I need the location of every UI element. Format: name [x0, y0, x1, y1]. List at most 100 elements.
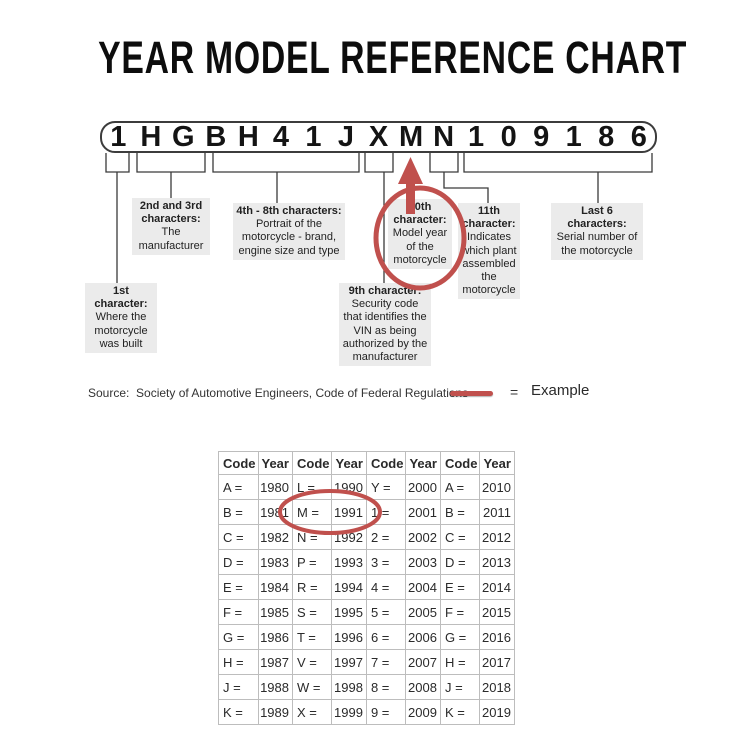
- vin-character: 0: [500, 121, 517, 153]
- vin-character: M: [398, 121, 424, 153]
- callout-heading: 10th character:: [393, 201, 447, 227]
- vin-bar: 1 H G B H 4 1 J X M N 1 0 9 1 8 6: [100, 121, 657, 153]
- year-cell: 2007: [405, 649, 441, 675]
- table-header: Code: [291, 451, 333, 475]
- year-cell: 2013: [479, 549, 515, 575]
- vin-character: B: [205, 121, 227, 153]
- table-row: E = 1984 R = 1994 4 = 2004 E = 2014: [218, 574, 515, 600]
- table-header: Code: [365, 451, 407, 475]
- year-cell: 1990: [331, 474, 367, 500]
- code-cell: B =: [439, 499, 481, 525]
- vin-character: H: [237, 121, 259, 153]
- code-cell: 8 =: [365, 674, 407, 700]
- table-header: Year: [405, 451, 441, 475]
- year-cell: 1984: [257, 574, 293, 600]
- year-cell: 1982: [257, 524, 293, 550]
- callout-11th-character: 11th character: Indicates which plant as…: [458, 203, 520, 300]
- year-cell: 1986: [257, 624, 293, 650]
- callout-2nd-3rd-characters: 2nd and 3rd characters: The manufacturer: [132, 198, 210, 255]
- year-cell: 2019: [479, 699, 515, 725]
- code-cell: 1 =: [365, 499, 407, 525]
- callout-4th-8th-characters: 4th - 8th characters: Portrait of the mo…: [233, 203, 345, 260]
- callout-body: Where the motorcycle was built: [94, 311, 148, 350]
- year-cell: 2002: [405, 524, 441, 550]
- year-cell: 2001: [405, 499, 441, 525]
- code-cell: J =: [218, 674, 259, 700]
- year-cell: 2018: [479, 674, 515, 700]
- vin-character: G: [172, 121, 195, 153]
- table-row: A = 1980 L = 1990 Y = 2000 A = 2010: [218, 474, 515, 500]
- year-cell: 1996: [331, 624, 367, 650]
- year-cell: 1991: [331, 499, 367, 525]
- code-cell: S =: [291, 599, 333, 625]
- year-cell: 2012: [479, 524, 515, 550]
- callout-body: Security code that identifies the VIN as…: [342, 298, 428, 363]
- table-header: Year: [257, 451, 293, 475]
- vin-character: H: [140, 121, 162, 153]
- vin-character: 9: [533, 121, 550, 153]
- table-row: D = 1983 P = 1993 3 = 2003 D = 2013: [218, 549, 515, 575]
- table-row: J = 1988 W = 1998 8 = 2008 J = 2018: [218, 674, 515, 700]
- code-cell: H =: [218, 649, 259, 675]
- code-cell: E =: [218, 574, 259, 600]
- code-cell: 5 =: [365, 599, 407, 625]
- callout-heading: 2nd and 3rd characters:: [139, 200, 203, 226]
- vin-character: X: [368, 121, 389, 153]
- vin-character: J: [337, 121, 355, 153]
- code-cell: K =: [218, 699, 259, 725]
- code-cell: E =: [439, 574, 481, 600]
- year-cell: 1997: [331, 649, 367, 675]
- year-cell: 1994: [331, 574, 367, 600]
- code-cell: 7 =: [365, 649, 407, 675]
- callout-10th-character: 10th character: Model year of the motorc…: [388, 199, 452, 269]
- callout-body: The manufacturer: [138, 226, 204, 252]
- code-cell: G =: [439, 624, 481, 650]
- callout-body: Portrait of the motorcycle - brand, engi…: [238, 218, 340, 257]
- table-row: B = 1981 M = 1991 1 = 2001 B = 2011: [218, 499, 515, 525]
- code-cell: C =: [218, 524, 259, 550]
- year-cell: 2003: [405, 549, 441, 575]
- year-cell: 1989: [257, 699, 293, 725]
- vin-character: 8: [598, 121, 615, 153]
- table-row: H = 1987 V = 1997 7 = 2007 H = 2017: [218, 649, 515, 675]
- year-cell: 2016: [479, 624, 515, 650]
- callout-1st-character: 1st character: Where the motorcycle was …: [85, 283, 157, 353]
- code-cell: G =: [218, 624, 259, 650]
- year-cell: 2015: [479, 599, 515, 625]
- callout-heading: 9th character:: [348, 285, 422, 297]
- code-cell: F =: [439, 599, 481, 625]
- year-cell: 2010: [479, 474, 515, 500]
- vin-character: N: [433, 121, 455, 153]
- code-cell: K =: [439, 699, 481, 725]
- year-cell: 1980: [257, 474, 293, 500]
- vin-character: 1: [110, 121, 127, 153]
- code-cell: Y =: [365, 474, 407, 500]
- code-cell: N =: [291, 524, 333, 550]
- year-cell: 1995: [331, 599, 367, 625]
- vin-character: 1: [565, 121, 582, 153]
- year-cell: 2009: [405, 699, 441, 725]
- callout-heading: 4th - 8th characters:: [236, 205, 342, 217]
- code-cell: C =: [439, 524, 481, 550]
- code-cell: X =: [291, 699, 333, 725]
- year-cell: 2006: [405, 624, 441, 650]
- callout-heading: Last 6 characters:: [567, 205, 627, 231]
- callout-9th-character: 9th character: Security code that identi…: [339, 283, 431, 367]
- year-cell: 2011: [479, 499, 515, 525]
- source-note: Source: Society of Automotive Engineers,…: [88, 386, 469, 400]
- year-cell: 1988: [257, 674, 293, 700]
- code-cell: A =: [218, 474, 259, 500]
- year-code-table: Code Year Code Year Code Year Code Year A = 1980 L…: [218, 451, 515, 725]
- callout-heading: 1st character:: [94, 285, 148, 311]
- year-cell: 2004: [405, 574, 441, 600]
- year-cell: 1999: [331, 699, 367, 725]
- callout-body: Indicates which plant assembled the moto…: [461, 231, 517, 297]
- code-cell: F =: [218, 599, 259, 625]
- year-cell: 1993: [331, 549, 367, 575]
- code-cell: W =: [291, 674, 333, 700]
- year-cell: 2017: [479, 649, 515, 675]
- code-cell: R =: [291, 574, 333, 600]
- table-header: Code: [439, 451, 481, 475]
- year-cell: 1983: [257, 549, 293, 575]
